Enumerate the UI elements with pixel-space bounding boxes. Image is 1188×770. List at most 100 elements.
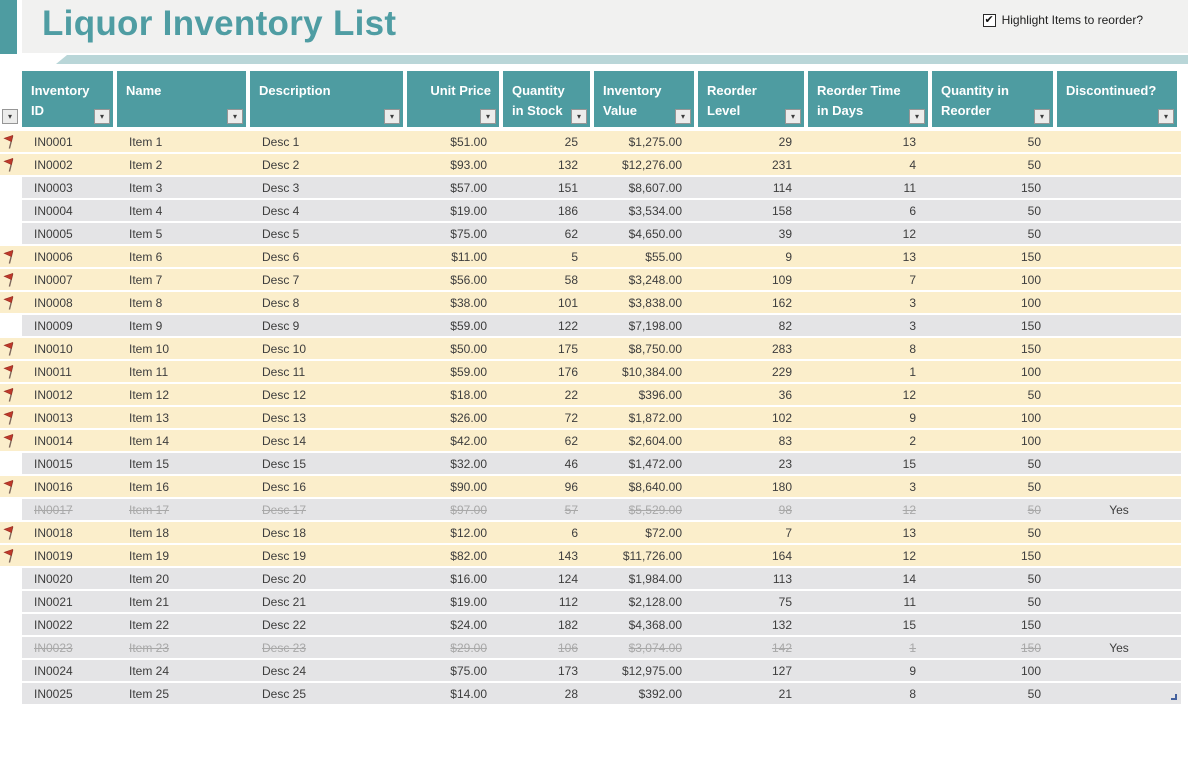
cell-unit_price[interactable]: $19.00: [407, 200, 503, 221]
cell-discontinued[interactable]: [1057, 614, 1181, 635]
cell-qty_stock[interactable]: 22: [503, 384, 594, 405]
cell-inv_value[interactable]: $2,128.00: [594, 591, 698, 612]
cell-qty_stock[interactable]: 46: [503, 453, 594, 474]
cell-name[interactable]: Item 1: [117, 131, 250, 152]
cell-discontinued[interactable]: [1057, 453, 1181, 474]
cell-desc[interactable]: Desc 13: [250, 407, 407, 428]
cell-qty_reorder[interactable]: 50: [932, 131, 1057, 152]
cell-inv_value[interactable]: $10,384.00: [594, 361, 698, 382]
cell-qty_reorder[interactable]: 50: [932, 223, 1057, 244]
cell-unit_price[interactable]: $97.00: [407, 499, 503, 520]
table-resize-handle-icon[interactable]: [1171, 694, 1177, 700]
cell-id[interactable]: IN0016: [22, 476, 117, 497]
filter-dropdown-button[interactable]: ▾: [785, 109, 801, 124]
cell-qty_reorder[interactable]: 50: [932, 522, 1057, 543]
cell-name[interactable]: Item 12: [117, 384, 250, 405]
cell-desc[interactable]: Desc 16: [250, 476, 407, 497]
cell-qty_stock[interactable]: 151: [503, 177, 594, 198]
cell-reorder_level[interactable]: 9: [698, 246, 808, 267]
cell-name[interactable]: Item 6: [117, 246, 250, 267]
cell-inv_value[interactable]: $4,650.00: [594, 223, 698, 244]
cell-qty_stock[interactable]: 182: [503, 614, 594, 635]
cell-inv_value[interactable]: $8,640.00: [594, 476, 698, 497]
cell-name[interactable]: Item 20: [117, 568, 250, 589]
cell-desc[interactable]: Desc 22: [250, 614, 407, 635]
cell-name[interactable]: Item 14: [117, 430, 250, 451]
cell-discontinued[interactable]: [1057, 292, 1181, 313]
cell-id[interactable]: IN0024: [22, 660, 117, 681]
cell-discontinued[interactable]: [1057, 430, 1181, 451]
cell-qty_stock[interactable]: 96: [503, 476, 594, 497]
cell-name[interactable]: Item 9: [117, 315, 250, 336]
cell-name[interactable]: Item 11: [117, 361, 250, 382]
cell-reorder_days[interactable]: 1: [808, 361, 932, 382]
cell-discontinued[interactable]: [1057, 338, 1181, 359]
cell-desc[interactable]: Desc 4: [250, 200, 407, 221]
column-header-id[interactable]: Inventory ID▾: [22, 71, 117, 127]
cell-reorder_days[interactable]: 11: [808, 177, 932, 198]
cell-name[interactable]: Item 5: [117, 223, 250, 244]
filter-dropdown-button[interactable]: ▾: [2, 109, 18, 124]
cell-qty_stock[interactable]: 106: [503, 637, 594, 658]
cell-inv_value[interactable]: $72.00: [594, 522, 698, 543]
cell-desc[interactable]: Desc 9: [250, 315, 407, 336]
cell-unit_price[interactable]: $93.00: [407, 154, 503, 175]
cell-discontinued[interactable]: [1057, 131, 1181, 152]
cell-desc[interactable]: Desc 1: [250, 131, 407, 152]
cell-discontinued[interactable]: [1057, 384, 1181, 405]
cell-reorder_level[interactable]: 21: [698, 683, 808, 704]
cell-reorder_days[interactable]: 7: [808, 269, 932, 290]
cell-unit_price[interactable]: $26.00: [407, 407, 503, 428]
cell-inv_value[interactable]: $11,726.00: [594, 545, 698, 566]
cell-name[interactable]: Item 7: [117, 269, 250, 290]
cell-qty_reorder[interactable]: 50: [932, 154, 1057, 175]
cell-reorder_days[interactable]: 14: [808, 568, 932, 589]
cell-id[interactable]: IN0001: [22, 131, 117, 152]
cell-id[interactable]: IN0014: [22, 430, 117, 451]
cell-reorder_days[interactable]: 11: [808, 591, 932, 612]
cell-reorder_level[interactable]: 127: [698, 660, 808, 681]
cell-qty_stock[interactable]: 58: [503, 269, 594, 290]
cell-reorder_days[interactable]: 12: [808, 545, 932, 566]
cell-unit_price[interactable]: $59.00: [407, 315, 503, 336]
cell-name[interactable]: Item 21: [117, 591, 250, 612]
cell-qty_stock[interactable]: 6: [503, 522, 594, 543]
filter-dropdown-button[interactable]: ▾: [571, 109, 587, 124]
cell-discontinued[interactable]: Yes: [1057, 499, 1181, 520]
cell-unit_price[interactable]: $75.00: [407, 660, 503, 681]
column-header-qty_reorder[interactable]: Quantity in Reorder▾: [932, 71, 1057, 127]
cell-reorder_level[interactable]: 29: [698, 131, 808, 152]
cell-reorder_level[interactable]: 75: [698, 591, 808, 612]
cell-discontinued[interactable]: [1057, 591, 1181, 612]
column-header-reorder_days[interactable]: Reorder Time in Days▾: [808, 71, 932, 127]
cell-id[interactable]: IN0020: [22, 568, 117, 589]
filter-dropdown-button[interactable]: ▾: [94, 109, 110, 124]
cell-qty_stock[interactable]: 25: [503, 131, 594, 152]
cell-desc[interactable]: Desc 14: [250, 430, 407, 451]
cell-reorder_level[interactable]: 83: [698, 430, 808, 451]
cell-desc[interactable]: Desc 6: [250, 246, 407, 267]
cell-unit_price[interactable]: $19.00: [407, 591, 503, 612]
cell-qty_reorder[interactable]: 50: [932, 476, 1057, 497]
cell-reorder_level[interactable]: 158: [698, 200, 808, 221]
cell-discontinued[interactable]: [1057, 361, 1181, 382]
cell-reorder_days[interactable]: 12: [808, 499, 932, 520]
cell-qty_reorder[interactable]: 50: [932, 499, 1057, 520]
cell-qty_stock[interactable]: 28: [503, 683, 594, 704]
cell-reorder_days[interactable]: 8: [808, 338, 932, 359]
cell-qty_reorder[interactable]: 150: [932, 177, 1057, 198]
cell-inv_value[interactable]: $55.00: [594, 246, 698, 267]
cell-reorder_days[interactable]: 15: [808, 614, 932, 635]
cell-id[interactable]: IN0021: [22, 591, 117, 612]
cell-reorder_level[interactable]: 229: [698, 361, 808, 382]
cell-qty_reorder[interactable]: 150: [932, 338, 1057, 359]
cell-unit_price[interactable]: $29.00: [407, 637, 503, 658]
cell-unit_price[interactable]: $56.00: [407, 269, 503, 290]
cell-qty_stock[interactable]: 143: [503, 545, 594, 566]
cell-qty_stock[interactable]: 132: [503, 154, 594, 175]
cell-desc[interactable]: Desc 24: [250, 660, 407, 681]
cell-reorder_days[interactable]: 3: [808, 476, 932, 497]
cell-id[interactable]: IN0006: [22, 246, 117, 267]
cell-reorder_level[interactable]: 132: [698, 614, 808, 635]
cell-discontinued[interactable]: [1057, 315, 1181, 336]
